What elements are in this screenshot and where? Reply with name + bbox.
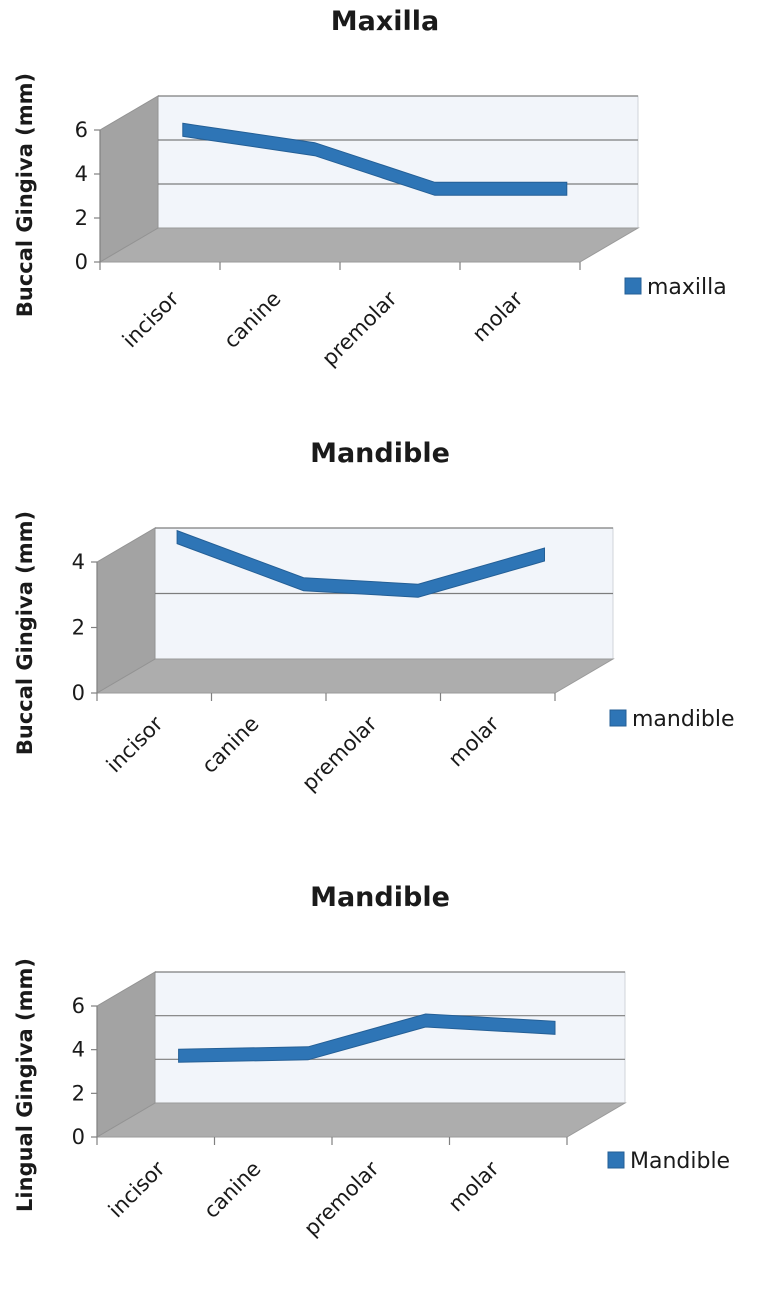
- y-tick-label: 0: [72, 681, 85, 705]
- back-wall: [157, 95, 639, 229]
- y-axis-label: Buccal Gingiva (mm): [13, 73, 37, 317]
- y-tick-label: 2: [75, 206, 88, 230]
- y-tick-label: 6: [75, 118, 88, 142]
- series-ribbon-Mandible: [178, 1013, 556, 1063]
- chart-panel-2: 0 2 4 incisor canine premolar molar Mandible Buc…: [13, 438, 735, 796]
- x-category-label: premolar: [317, 286, 401, 370]
- y-axis-label: Buccal Gingiva (mm): [13, 511, 37, 755]
- x-category-label: molar: [444, 1156, 504, 1216]
- y-tick-label: 0: [75, 250, 88, 274]
- x-category-label: incisor: [118, 286, 184, 352]
- x-category-label: incisor: [104, 1156, 170, 1222]
- legend: mandible: [609, 707, 735, 732]
- x-category-label: canine: [197, 712, 263, 778]
- chart-title: Maxilla: [331, 6, 440, 37]
- legend-label: Mandible: [630, 1149, 730, 1174]
- chart-title: Mandible: [310, 438, 450, 469]
- legend-label: mandible: [632, 707, 735, 732]
- y-tick-label: 4: [72, 550, 85, 574]
- x-category-label: incisor: [102, 711, 168, 777]
- y-tick-label: 0: [72, 1125, 85, 1149]
- legend: maxilla: [624, 275, 727, 300]
- x-category-label: premolar: [297, 711, 381, 795]
- y-axis-label: Lingual Gingiva (mm): [13, 958, 37, 1212]
- legend-label: maxilla: [647, 275, 727, 300]
- back-wall: [154, 971, 626, 1104]
- chart-title: Mandible: [310, 882, 450, 913]
- x-category-label: molar: [444, 711, 504, 771]
- legend-swatch: [609, 709, 627, 727]
- chart-panel-1: 0 2 4 6 incisor canine premolar molar Maxilla Buc…: [13, 6, 727, 371]
- y-tick-label: 4: [72, 1038, 85, 1062]
- y-tick-label: 4: [75, 162, 88, 186]
- floor: [98, 227, 640, 263]
- y-tick-label: 2: [72, 616, 85, 640]
- y-tick-label: 6: [72, 994, 85, 1018]
- legend-swatch: [624, 277, 642, 295]
- legend: Mandible: [607, 1149, 730, 1174]
- series-ribbon-maxilla: [182, 122, 568, 196]
- y-tick-label: 2: [72, 1081, 85, 1105]
- x-category-label: canine: [219, 287, 285, 353]
- x-category-label: premolar: [299, 1156, 383, 1240]
- series-ribbon-mandible: [176, 529, 545, 598]
- legend-swatch: [607, 1151, 625, 1169]
- floor: [95, 1102, 627, 1138]
- x-category-label: molar: [468, 286, 528, 346]
- floor: [95, 658, 615, 694]
- chart-panel-3: 0 2 4 6 incisor canine premolar molar Mandible Li…: [13, 882, 730, 1241]
- x-category-label: canine: [199, 1157, 265, 1223]
